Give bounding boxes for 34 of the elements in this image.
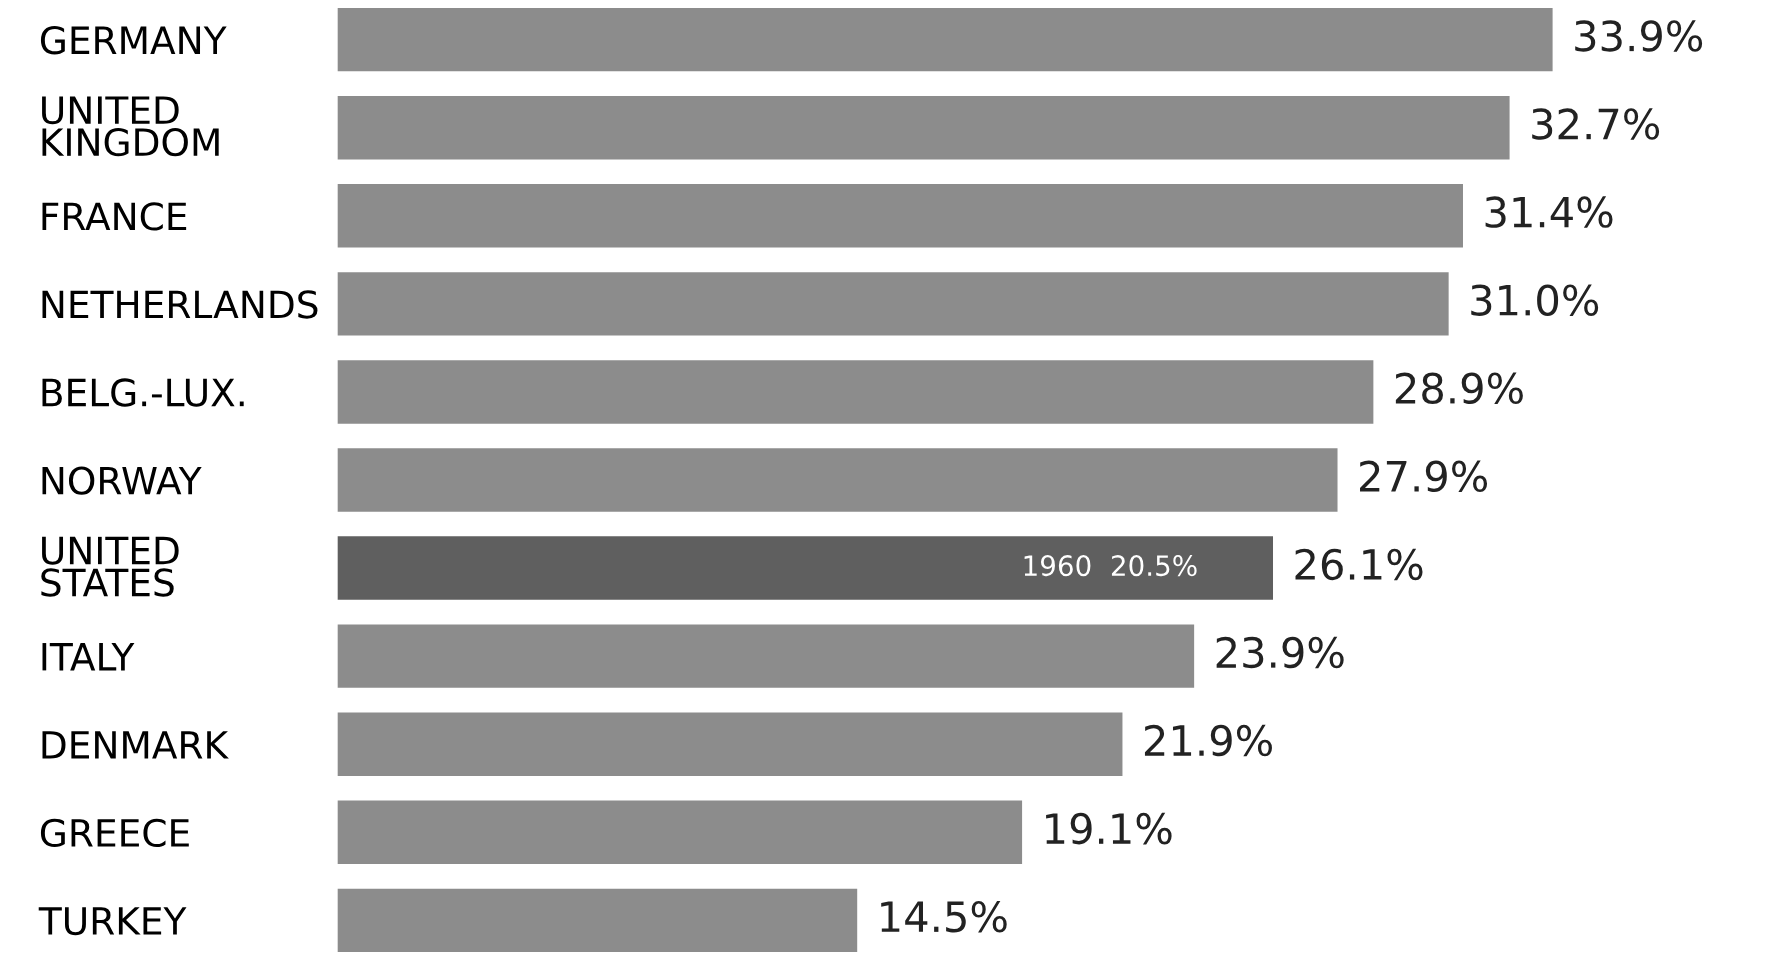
- y-tick-label: FRANCE: [42, 202, 187, 231]
- bar: [337, 888, 858, 953]
- data-label: 21.9%: [1144, 724, 1272, 757]
- y-tick-label: NETHERLANDS: [42, 290, 318, 319]
- data-label: 19.1%: [1046, 812, 1172, 845]
- bar: [337, 624, 1195, 688]
- data-label: 31.4%: [1485, 196, 1613, 228]
- data-label: 26.1%: [1295, 548, 1423, 581]
- bar: [337, 7, 1553, 72]
- bar: [337, 184, 1463, 248]
- data-label: 28.9%: [1395, 372, 1523, 405]
- data-label: 23.9%: [1216, 636, 1344, 669]
- y-tick-label: GERMANY: [40, 26, 227, 55]
- y-tick-label: NORWAY: [42, 466, 202, 495]
- y-tick-label: GREECE: [40, 818, 189, 848]
- bar: [337, 360, 1374, 424]
- y-tick-label: UNITED KINGDOM: [42, 96, 219, 157]
- y-tick-label: TURKEY: [38, 907, 187, 936]
- bar: [337, 272, 1449, 336]
- data-label: 31.0%: [1471, 284, 1599, 316]
- y-tick-label: BELG.-LUX.: [42, 378, 244, 407]
- annotation: 1960 20.5%: [1024, 555, 1197, 577]
- data-label: 14.5%: [881, 900, 1007, 933]
- y-tick-label: ITALY: [42, 643, 135, 671]
- bar: [337, 96, 1510, 160]
- bar: [337, 800, 1023, 864]
- data-label: 32.7%: [1532, 108, 1660, 140]
- y-tick-label: DENMARK: [42, 731, 229, 759]
- y-tick-label: UNITED STATES: [41, 536, 179, 597]
- bar: [337, 536, 1273, 600]
- data-label: 33.9%: [1575, 20, 1703, 52]
- bar: [337, 712, 1123, 776]
- data-label: 27.9%: [1360, 460, 1488, 493]
- bar: [337, 448, 1338, 512]
